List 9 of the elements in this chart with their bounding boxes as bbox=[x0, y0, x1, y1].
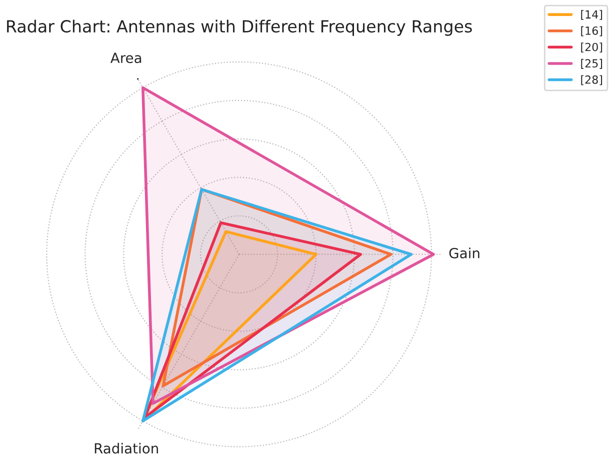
text: Radar Chart: Antennas with Different Frequency Ranges bbox=[7, 20, 472, 36]
legend-label: [28] bbox=[581, 75, 602, 86]
spoke-label: Area bbox=[110, 52, 142, 64]
legend-label: [14] bbox=[581, 10, 602, 20]
legend-label: [16] bbox=[581, 26, 602, 36]
legend-label: [20] bbox=[581, 42, 602, 53]
spoke-label: Radiation bbox=[94, 442, 158, 454]
spoke-label: Gain bbox=[449, 248, 480, 258]
legend-label: [25] bbox=[581, 58, 602, 69]
